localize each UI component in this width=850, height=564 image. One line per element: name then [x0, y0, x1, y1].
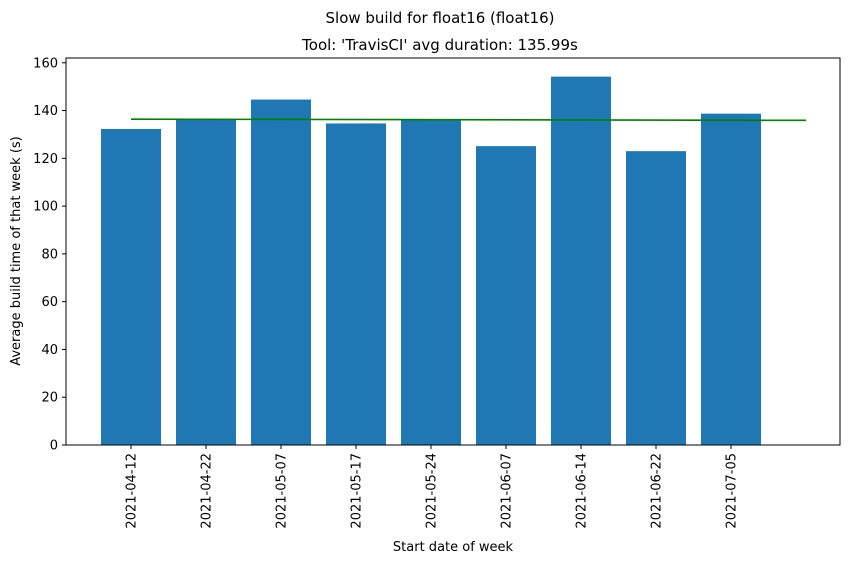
x-tick-label-2021-05-17: 2021-05-17	[350, 453, 365, 529]
y-tick-label-40: 40	[41, 343, 58, 358]
y-axis-label: Average build time of that week (s)	[9, 136, 24, 366]
x-tick-label-2021-05-24: 2021-05-24	[425, 453, 440, 529]
chart-suptitle: Slow build for float16 (float16)	[326, 9, 555, 27]
bar-2021-06-07	[476, 146, 536, 445]
x-axis: 2021-04-12 2021-04-22 2021-05-07 2021-05-17…	[125, 445, 740, 529]
trend-line	[130, 118, 807, 122]
y-tick-label-20: 20	[41, 391, 58, 406]
bar-2021-05-24	[401, 119, 461, 446]
x-tick-label-2021-05-07: 2021-05-07	[275, 453, 290, 529]
chart-title: Tool: 'TravisCI' avg duration: 135.99s	[301, 36, 578, 54]
x-tick-label-2021-06-07: 2021-06-07	[500, 453, 515, 529]
x-tick-label-2021-06-14: 2021-06-14	[575, 453, 590, 529]
bar-2021-04-12	[101, 128, 161, 445]
bar-2021-06-14	[551, 76, 611, 445]
x-axis-label: Start date of week	[393, 540, 514, 555]
bar-2021-05-17	[326, 123, 386, 445]
y-tick-label-160: 160	[33, 56, 58, 71]
y-tick-label-100: 100	[33, 200, 58, 215]
bar-2021-07-05	[701, 113, 761, 446]
y-tick-label-60: 60	[41, 295, 58, 310]
bar-2021-06-22	[626, 151, 686, 445]
y-tick-label-80: 80	[41, 247, 58, 262]
x-tick-label-2021-04-12: 2021-04-12	[125, 453, 140, 529]
bar-2021-05-07	[251, 99, 311, 446]
trend-group	[130, 118, 807, 122]
plot-frame	[65, 57, 841, 446]
x-tick-label-2021-04-22: 2021-04-22	[200, 453, 215, 529]
y-axis: 0 20 40 60 80 100 120 140 160	[33, 56, 66, 454]
x-tick-label-2021-06-22: 2021-06-22	[650, 453, 665, 529]
bar-2021-04-22	[176, 118, 236, 446]
y-tick-label-120: 120	[33, 152, 58, 167]
x-tick-label-2021-07-05: 2021-07-05	[725, 453, 740, 529]
bars-group	[101, 76, 761, 446]
y-tick-label-140: 140	[33, 104, 58, 119]
y-tick-label-0: 0	[50, 439, 58, 454]
